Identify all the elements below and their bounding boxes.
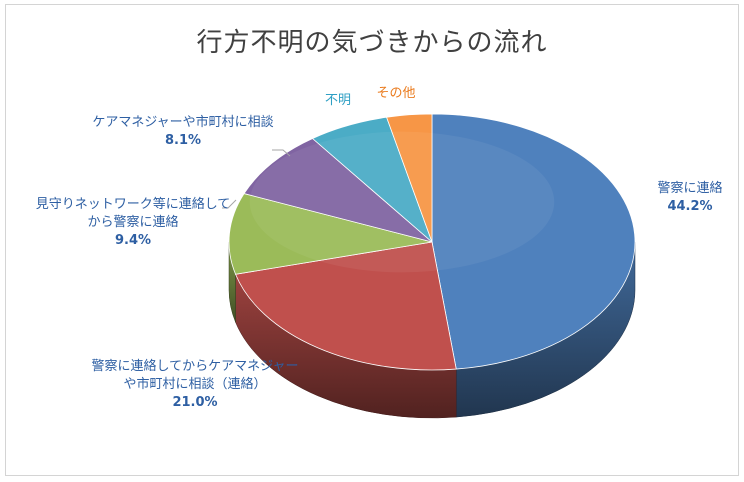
slice-label-line: 見守りネットワーク等に連絡して: [35, 197, 231, 212]
slice-value-label: 8.1%: [164, 133, 202, 148]
slice-label-5: その他: [364, 85, 428, 103]
slice-label-2: 見守りネットワーク等に連絡して から警察に連絡 9.4%: [18, 196, 248, 250]
slice-value-label: 21.0%: [172, 395, 218, 410]
leader-line-3: [272, 149, 291, 157]
slice-label-line: ケアマネジャーや市町村に相談: [92, 115, 274, 130]
slice-value-label: 9.4%: [114, 233, 152, 248]
slice-label-line: 警察に連絡: [657, 181, 723, 196]
pie-slice-3: [243, 138, 433, 243]
slice-label-1: 警察に連絡してからケアマネジャー や市町村に相談（連絡） 21.0%: [80, 358, 310, 412]
pie-highlight: [249, 131, 555, 273]
leader-line-2: [222, 199, 237, 209]
pie-slice-0: [431, 113, 636, 370]
slice-label-4: 不明: [318, 92, 358, 110]
pie-slice-2: [228, 193, 433, 275]
leader-lines: [222, 149, 291, 209]
pie-slice-1: [234, 241, 457, 371]
slice-label-3: ケアマネジャーや市町村に相談 8.1%: [78, 114, 288, 150]
slice-label-0: 警察に連絡 44.2%: [640, 180, 740, 216]
slice-label-line: 不明: [324, 93, 351, 108]
slice-label-line: その他: [376, 86, 416, 101]
slice-label-line: 警察に連絡してからケアマネジャー: [91, 359, 299, 374]
pie-slice-5: [386, 113, 433, 243]
chart-title: 行方不明の気づきからの流れ: [196, 28, 548, 58]
slice-label-line: から警察に連絡: [87, 215, 179, 230]
pie-top: [228, 113, 636, 371]
slice-label-line: や市町村に相談（連絡）: [123, 377, 267, 392]
slice-value-label: 44.2%: [667, 199, 713, 214]
